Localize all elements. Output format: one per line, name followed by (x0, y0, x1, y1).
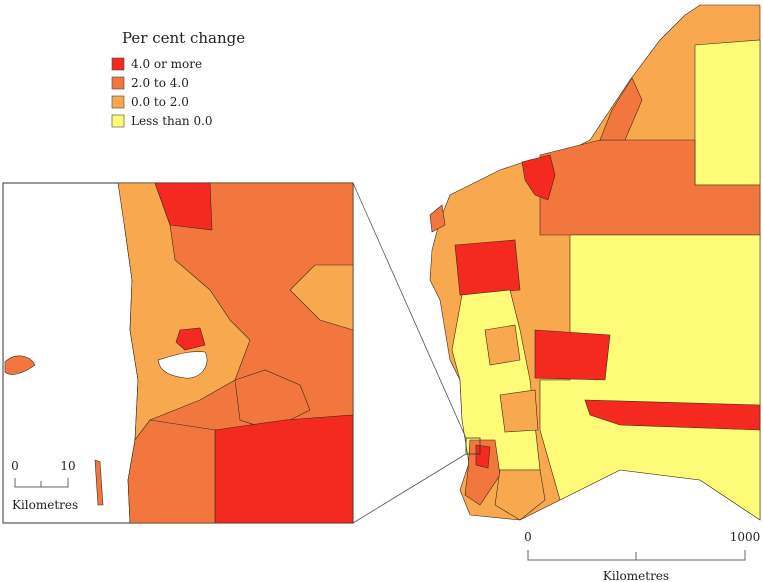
scale-label: 0 (11, 459, 19, 473)
region (499, 389, 539, 433)
region (429, 204, 446, 233)
region (175, 327, 206, 351)
legend-swatch (111, 57, 125, 71)
region (584, 399, 761, 431)
legend-title: Per cent change (122, 29, 245, 47)
inset-locator (465, 437, 481, 455)
region (454, 239, 521, 296)
region (494, 469, 546, 521)
region (534, 329, 611, 381)
region (127, 419, 216, 524)
region (484, 324, 521, 366)
scale-label: 1000 (730, 530, 761, 544)
legend: Per cent change 4.0 or more 2.0 to 4.0 0.0… (111, 29, 245, 128)
region (599, 77, 643, 141)
scale-label: 10 (60, 459, 75, 473)
region (234, 369, 311, 431)
legend-swatch (111, 76, 125, 90)
scale-unit: Kilometres (603, 569, 669, 582)
legend-swatch (111, 114, 125, 128)
region (539, 234, 761, 521)
region (694, 39, 761, 186)
legend-swatch (111, 95, 125, 109)
region (4, 355, 36, 375)
region (475, 444, 491, 469)
legend-label: 2.0 to 4.0 (131, 76, 189, 90)
inset-map (2, 182, 467, 524)
region (94, 459, 104, 506)
river (157, 351, 208, 379)
region (289, 264, 354, 331)
region (214, 414, 354, 524)
scale-bar (527, 550, 746, 561)
legend-label: 4.0 or more (131, 57, 202, 71)
inset-scale: 0 10 Kilometres (11, 459, 78, 512)
region (154, 182, 213, 231)
region (521, 154, 556, 201)
scale-bar (14, 478, 69, 488)
main-scale: 0 1000 Kilometres (524, 530, 760, 582)
region (117, 182, 251, 441)
legend-label: Less than 0.0 (131, 114, 213, 128)
legend-label: 0.0 to 2.0 (131, 95, 189, 109)
region (464, 439, 501, 506)
connector (352, 182, 467, 439)
scale-label: 0 (524, 530, 532, 544)
connector (352, 453, 467, 524)
scale-unit: Kilometres (12, 498, 78, 512)
main-map (429, 4, 761, 521)
